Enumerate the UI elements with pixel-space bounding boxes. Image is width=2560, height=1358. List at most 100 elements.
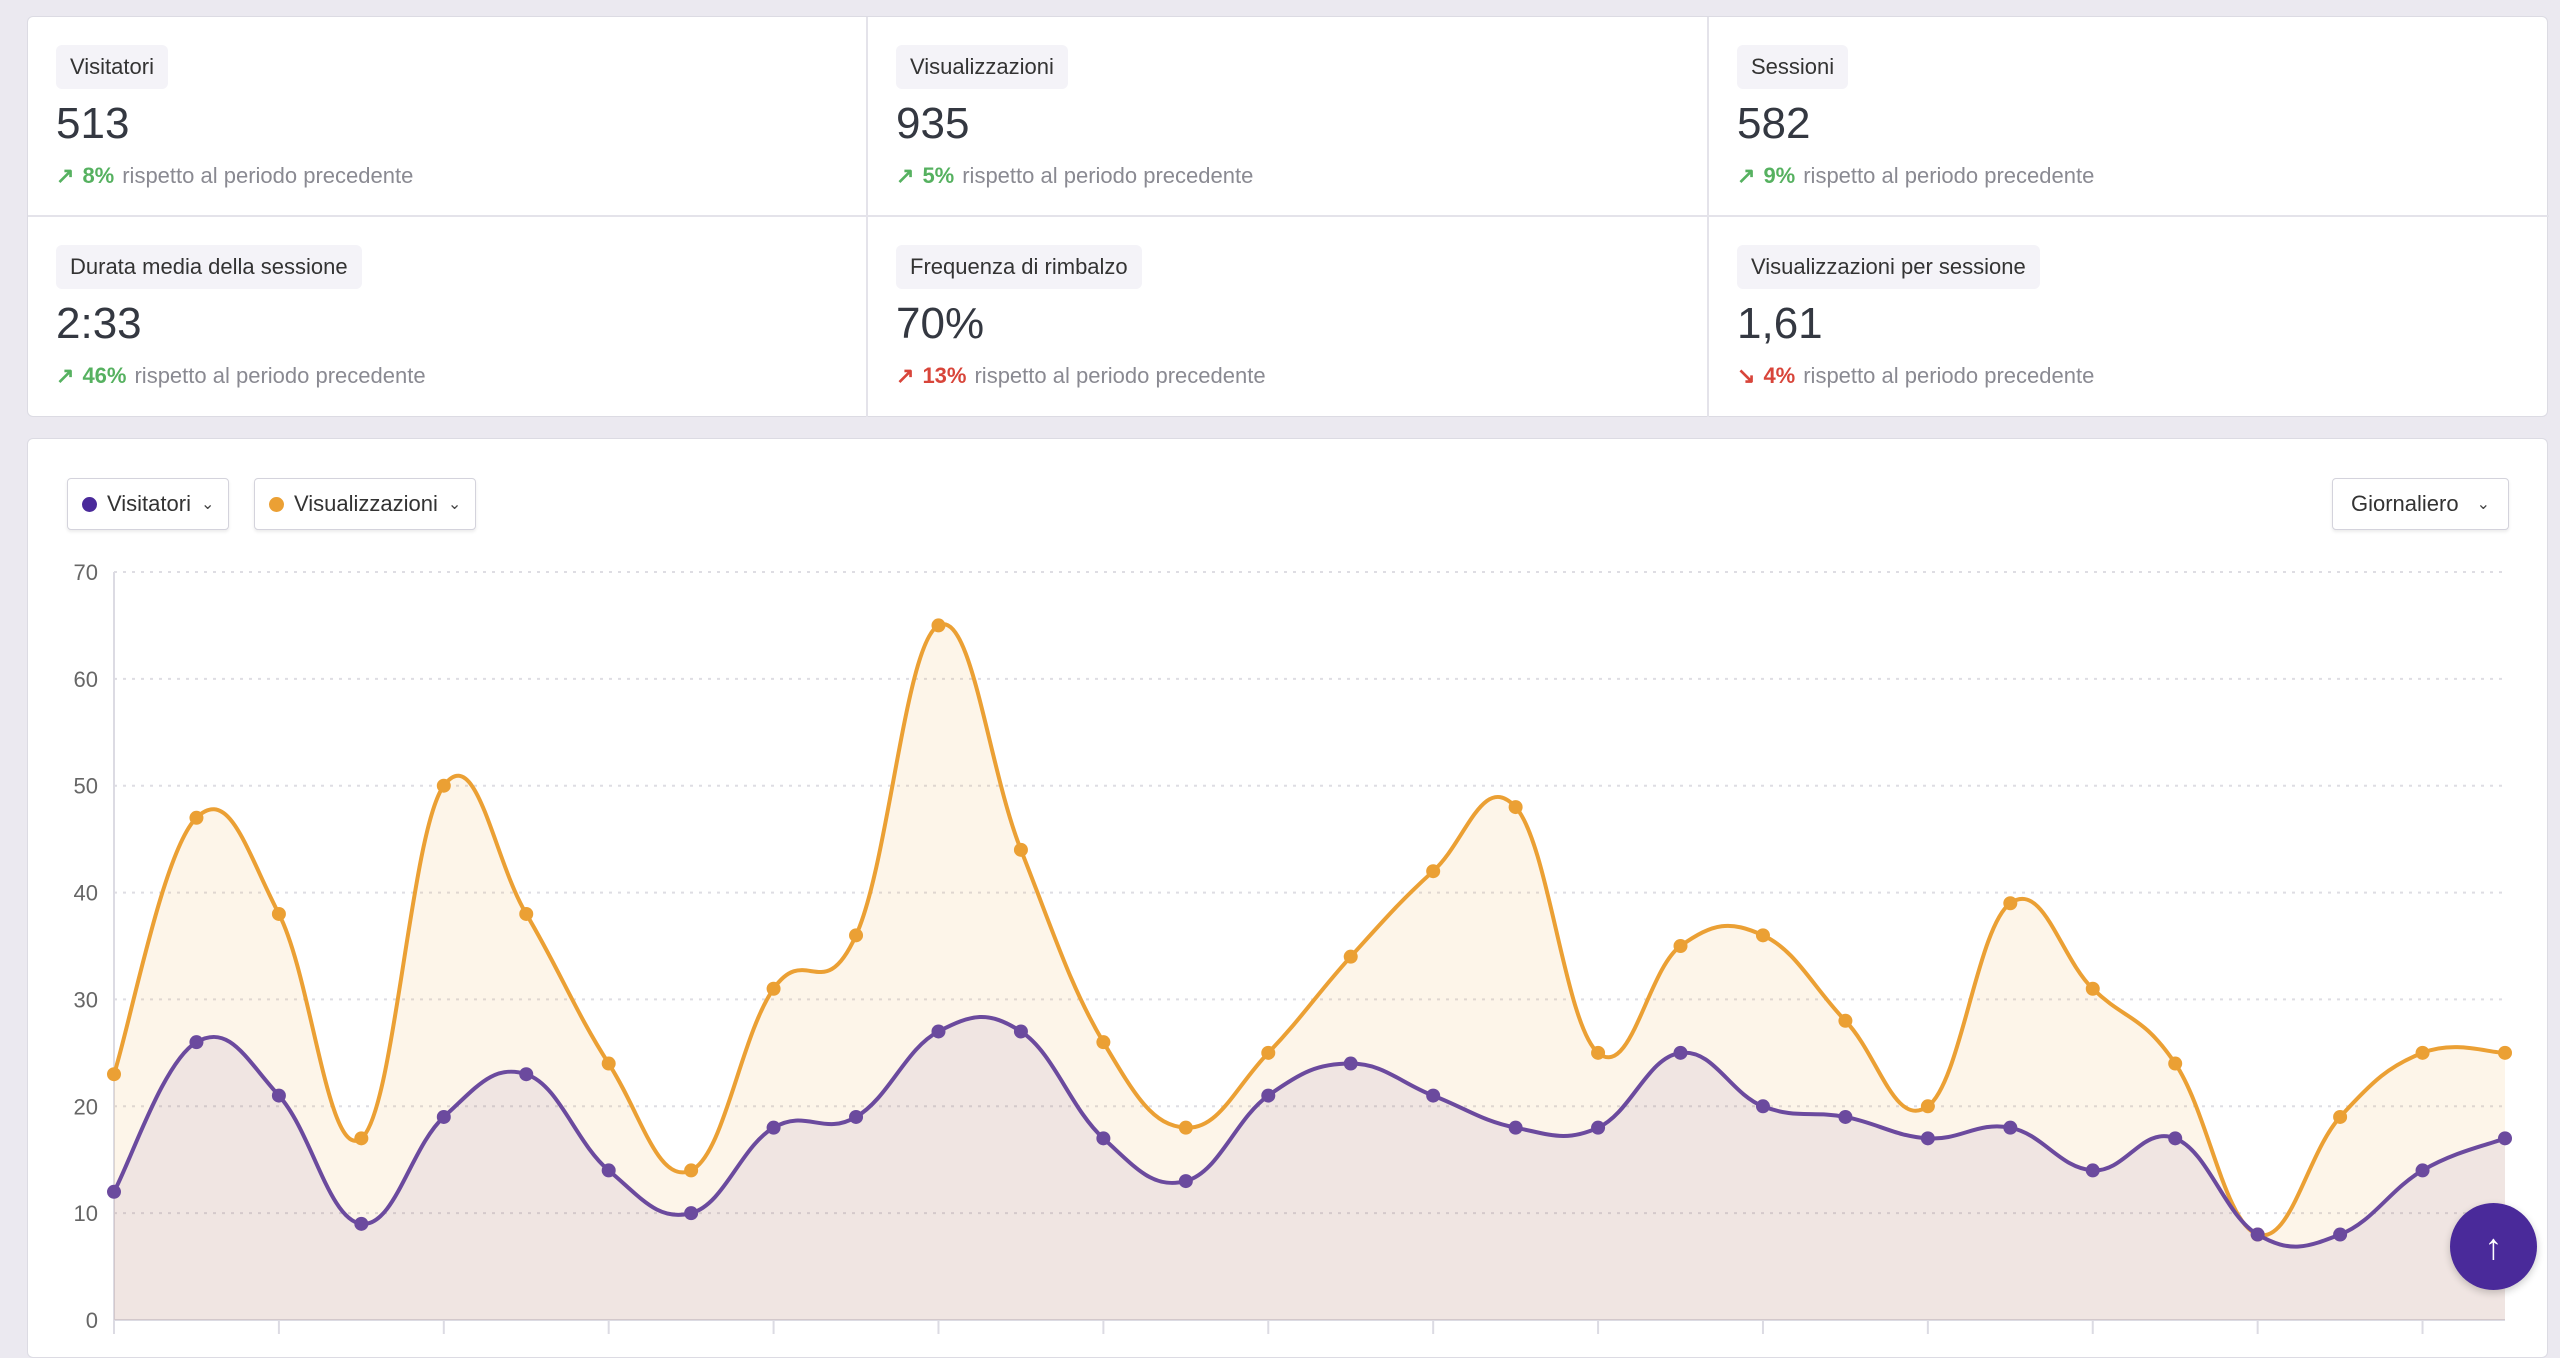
data-point <box>1755 928 1770 943</box>
scroll-to-top-button[interactable]: ↑ <box>2450 1203 2537 1290</box>
stat-label: Visualizzazioni per sessione <box>1737 245 2040 289</box>
trend-arrow-icon: ↗ <box>56 163 75 188</box>
data-point <box>2003 1120 2018 1135</box>
data-point <box>1013 1024 1028 1039</box>
data-point <box>1508 1120 1523 1135</box>
data-point <box>2333 1227 2348 1242</box>
interval-select[interactable]: Giornaliero ⌄ <box>2332 478 2510 530</box>
data-point <box>931 618 946 633</box>
data-point <box>931 1024 946 1039</box>
data-point <box>2333 1109 2348 1124</box>
stat-change-suffix: rispetto al periodo precedente <box>122 163 414 188</box>
y-tick-label: 50 <box>74 774 98 799</box>
stat-change: ↗ 46% rispetto al periodo precedente <box>56 363 838 389</box>
data-point <box>1508 800 1523 815</box>
stat-change-suffix: rispetto al periodo precedente <box>962 163 1254 188</box>
stat-change: ↘ 4% rispetto al periodo precedente <box>1737 363 2521 389</box>
data-point <box>1838 1013 1853 1028</box>
arrow-up-icon: ↑ <box>2484 1225 2503 1267</box>
data-point <box>436 1109 451 1124</box>
data-point <box>1920 1099 1935 1114</box>
trend-arrow-icon: ↗ <box>896 163 915 188</box>
y-tick-label: 60 <box>74 667 98 692</box>
stat-value: 582 <box>1737 99 1811 148</box>
data-point <box>2415 1163 2430 1178</box>
y-tick-label: 70 <box>74 560 98 585</box>
data-point <box>1426 1088 1441 1103</box>
data-point <box>1755 1099 1770 1114</box>
stat-change-suffix: rispetto al periodo precedente <box>134 363 426 388</box>
stat-card: Visualizzazioni per sessione 1,61 ↘ 4% ris… <box>1709 217 2549 417</box>
stat-card: Durata media della sessione 2:33 ↗ 46% ris… <box>28 217 868 417</box>
data-point <box>1426 864 1441 879</box>
stat-label: Durata media della sessione <box>56 245 362 289</box>
data-point <box>684 1163 699 1178</box>
data-point <box>1178 1174 1193 1189</box>
stat-change-pct: 5% <box>922 163 955 188</box>
stat-value: 935 <box>896 99 970 148</box>
area-visitors <box>114 1017 2505 1320</box>
data-point <box>2085 981 2100 996</box>
data-point <box>1591 1045 1606 1060</box>
stat-value: 2:33 <box>56 299 142 348</box>
data-point <box>766 981 781 996</box>
chart-card: Visitatori ⌄ Visualizzazioni ⌄ Giornalie… <box>27 438 2548 1358</box>
series2-label: Visualizzazioni <box>294 491 438 516</box>
data-point <box>354 1216 369 1231</box>
trend-arrow-icon: ↘ <box>1737 363 1756 388</box>
stat-value: 1,61 <box>1737 299 1823 348</box>
stat-change-suffix: rispetto al periodo precedente <box>974 363 1266 388</box>
data-point <box>1096 1035 1111 1050</box>
data-point <box>2498 1131 2512 1146</box>
data-point <box>107 1184 121 1199</box>
stat-change-pct: 9% <box>1763 163 1796 188</box>
data-point <box>1838 1109 1853 1124</box>
data-point <box>271 1088 286 1103</box>
stat-label: Visualizzazioni <box>896 45 1068 89</box>
data-point <box>766 1120 781 1135</box>
stat-label: Sessioni <box>1737 45 1849 89</box>
stat-change: ↗ 5% rispetto al periodo precedente <box>896 163 1679 189</box>
data-point <box>1673 939 1688 953</box>
data-point <box>849 928 864 943</box>
data-point <box>2168 1131 2183 1146</box>
data-point <box>1673 1045 1688 1060</box>
data-point <box>519 906 534 921</box>
data-point <box>107 1067 121 1082</box>
chevron-down-icon: ⌄ <box>447 496 462 513</box>
data-point <box>849 1109 864 1124</box>
stat-change-suffix: rispetto al periodo precedente <box>1803 163 2095 188</box>
stat-value: 513 <box>56 99 130 148</box>
stat-label: Frequenza di rimbalzo <box>896 245 1142 289</box>
data-point <box>1013 842 1028 857</box>
stat-change: ↗ 13% rispetto al periodo precedente <box>896 363 1679 389</box>
stat-value: 70% <box>896 299 985 348</box>
data-point <box>189 810 204 825</box>
data-point <box>601 1056 616 1071</box>
data-point <box>436 778 451 793</box>
stat-card: Visualizzazioni 935 ↗ 5% rispetto al perio… <box>868 17 1709 217</box>
data-point <box>684 1206 699 1221</box>
series2-select[interactable]: Visualizzazioni ⌄ <box>254 478 477 530</box>
stat-change-pct: 4% <box>1763 363 1796 388</box>
visitors-dot-icon <box>82 496 97 512</box>
y-tick-label: 20 <box>74 1094 98 1119</box>
data-point <box>1920 1131 1935 1146</box>
series1-select[interactable]: Visitatori ⌄ <box>67 478 230 530</box>
stat-change-pct: 13% <box>922 363 967 388</box>
stat-change-suffix: rispetto al periodo precedente <box>1803 363 2095 388</box>
trend-arrow-icon: ↗ <box>896 363 915 388</box>
series1-label: Visitatori <box>107 491 191 516</box>
stat-card: Frequenza di rimbalzo 70% ↗ 13% rispetto a… <box>868 217 1709 417</box>
stat-change-pct: 46% <box>82 363 127 388</box>
views-dot-icon <box>269 496 284 512</box>
data-point <box>189 1035 204 1050</box>
stat-label: Visitatori <box>56 45 168 89</box>
data-point <box>1178 1120 1193 1135</box>
chevron-down-icon: ⌄ <box>2476 496 2491 513</box>
y-tick-label: 10 <box>74 1201 98 1226</box>
stat-change-pct: 8% <box>82 163 115 188</box>
chevron-down-icon: ⌄ <box>200 496 215 513</box>
data-point <box>1261 1045 1276 1060</box>
